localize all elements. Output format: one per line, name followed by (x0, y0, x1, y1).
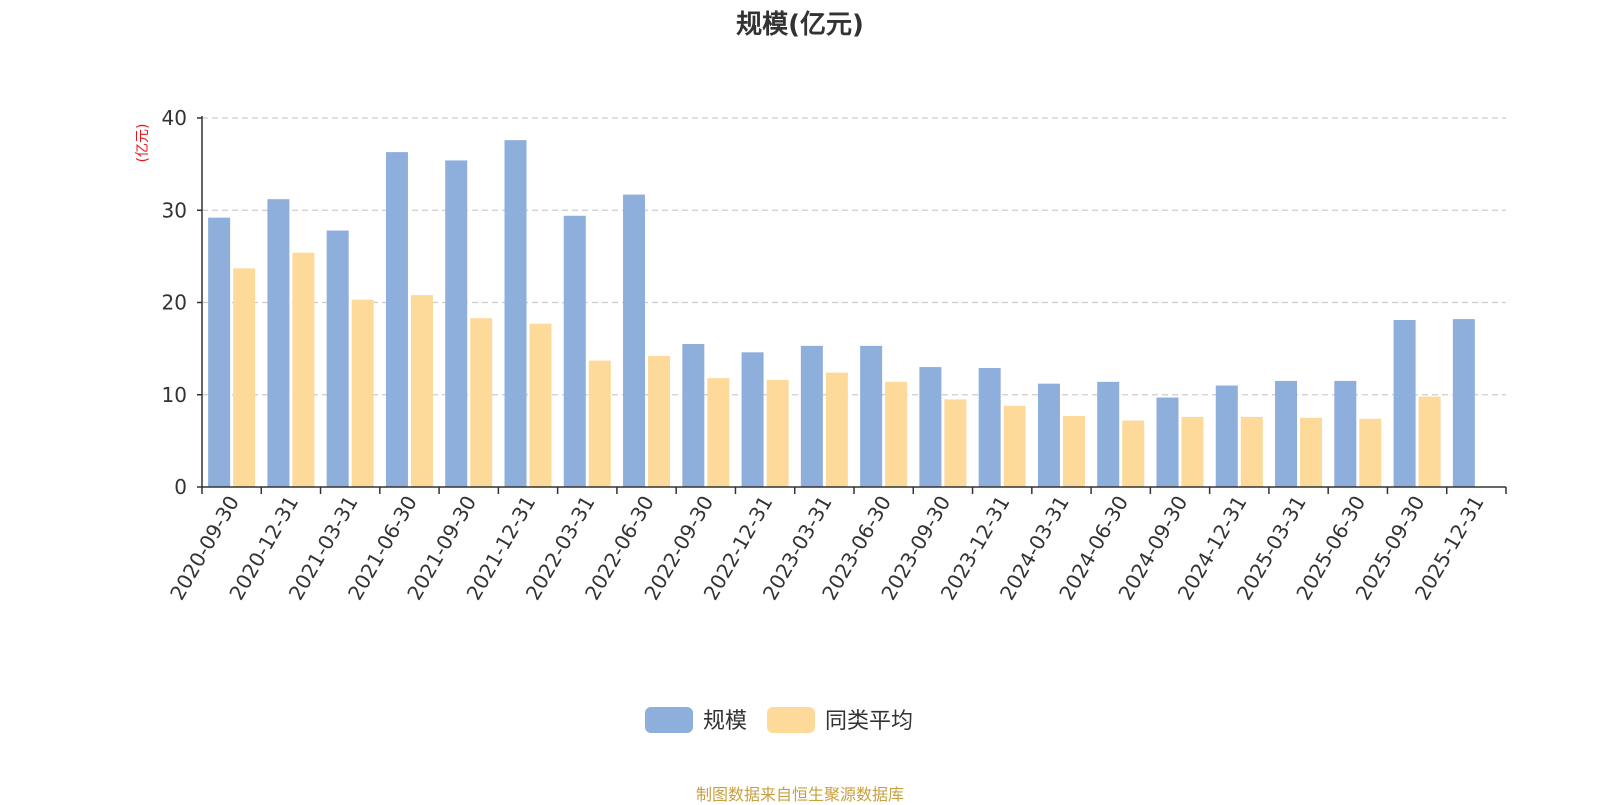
bar-规模 (860, 345, 883, 487)
bar-同类平均 (825, 372, 848, 487)
bar-同类平均 (885, 381, 908, 487)
bar-规模 (1037, 383, 1060, 487)
y-tick-label: 0 (174, 475, 187, 499)
bar-同类平均 (529, 323, 552, 487)
bar-同类平均 (1240, 416, 1263, 487)
bar-规模 (682, 344, 705, 487)
bar-规模 (504, 140, 527, 487)
bar-规模 (1275, 380, 1298, 487)
bar-同类平均 (1418, 396, 1441, 487)
y-axis-label: (亿元) (135, 124, 151, 163)
y-tick-label: 30 (162, 198, 187, 222)
bar-同类平均 (1359, 418, 1382, 487)
source-note: 制图数据来自恒生聚源数据库 (695, 785, 904, 804)
bar-同类平均 (410, 295, 433, 487)
bar-规模 (385, 152, 408, 487)
bar-规模 (445, 160, 468, 487)
legend-label: 同类平均 (825, 709, 913, 734)
y-tick-label: 20 (162, 291, 187, 315)
bar-同类平均 (351, 299, 374, 487)
bar-规模 (919, 367, 942, 487)
bar-同类平均 (470, 318, 493, 487)
bar-同类平均 (1062, 415, 1085, 487)
bar-规模 (1334, 380, 1357, 487)
bar-规模 (741, 352, 764, 487)
bar-规模 (978, 367, 1001, 487)
bar-规模 (326, 230, 349, 488)
bar-规模 (563, 215, 586, 487)
bar-规模 (623, 194, 646, 487)
bar-同类平均 (292, 252, 315, 487)
bar-规模 (267, 199, 290, 487)
legend-label: 规模 (703, 709, 747, 734)
chart-title: 规模(亿元) (736, 10, 864, 40)
bar-规模 (800, 345, 823, 487)
bar-同类平均 (1122, 420, 1145, 487)
bar-规模 (1452, 319, 1475, 487)
bar-同类平均 (233, 268, 256, 487)
bar-同类平均 (588, 360, 611, 487)
y-tick-label: 10 (162, 383, 187, 407)
bar-同类平均 (944, 399, 967, 487)
legend-swatch (645, 707, 693, 733)
bar-规模 (1215, 385, 1238, 487)
bar-同类平均 (1181, 416, 1204, 487)
bar-规模 (1393, 320, 1416, 487)
y-tick-label: 40 (162, 106, 187, 130)
bar-同类平均 (648, 356, 671, 487)
legend-swatch (767, 707, 815, 733)
bar-同类平均 (1003, 405, 1026, 487)
bar-同类平均 (707, 378, 730, 487)
bar-同类平均 (766, 379, 789, 487)
bar-规模 (208, 217, 231, 487)
bar-规模 (1156, 397, 1179, 487)
bar-同类平均 (1300, 417, 1323, 487)
bar-规模 (1097, 381, 1120, 487)
